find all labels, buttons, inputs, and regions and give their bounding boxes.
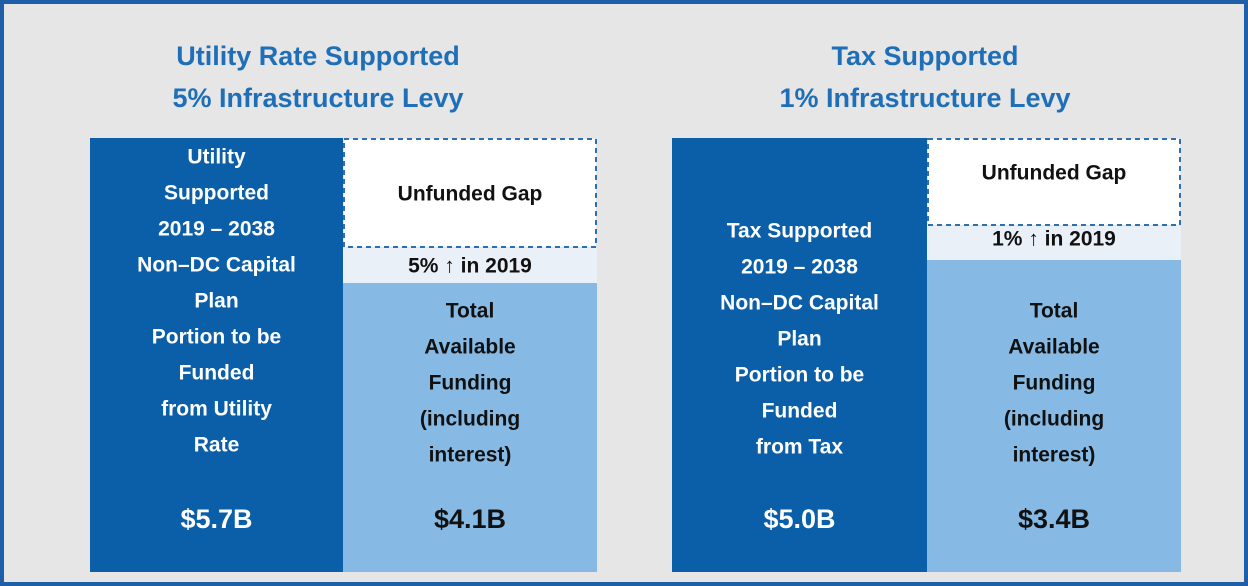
available-label: (including <box>420 408 520 431</box>
plan-label: Tax Supported <box>727 220 872 243</box>
available-block <box>927 260 1181 572</box>
panel-title: Utility Rate Supported <box>176 41 460 71</box>
gap-block <box>927 138 1181 226</box>
available-label: Available <box>424 336 515 359</box>
plan-label: Plan <box>777 328 821 351</box>
available-label: Total <box>1030 300 1079 323</box>
available-label: interest) <box>429 444 512 467</box>
gap-block <box>343 138 597 248</box>
panel-title: Tax Supported <box>831 41 1018 71</box>
available-label: interest) <box>1013 444 1096 467</box>
plan-label: Utility <box>187 146 246 169</box>
plan-label: 2019 – 2038 <box>158 218 275 241</box>
plan-label: Rate <box>194 434 240 457</box>
available-label: Available <box>1008 336 1099 359</box>
panel-title: 1% Infrastructure Levy <box>779 83 1070 113</box>
plan-label: Supported <box>164 182 269 205</box>
plan-label: Non–DC Capital <box>137 254 296 277</box>
plan-label: from Tax <box>756 436 843 459</box>
available-label: Total <box>446 300 495 323</box>
plan-label: from Utility <box>161 398 272 421</box>
increase-label: 1% ↑ in 2019 <box>992 228 1116 251</box>
increase-band <box>343 248 597 283</box>
plan-label: Non–DC Capital <box>720 292 879 315</box>
available-label: Funding <box>1013 372 1096 395</box>
increase-label: 5% ↑ in 2019 <box>408 255 532 278</box>
plan-label: Funded <box>179 362 255 385</box>
plan-label: 2019 – 2038 <box>741 256 858 279</box>
available-amount: $3.4B <box>1018 504 1090 534</box>
plan-label: Portion to be <box>152 326 282 349</box>
available-label: (including <box>1004 408 1104 431</box>
plan-label: Funded <box>762 400 838 423</box>
gap-label: Unfunded Gap <box>982 162 1127 185</box>
plan-label: Portion to be <box>735 364 865 387</box>
gap-label: Unfunded Gap <box>398 183 543 206</box>
plan-label: Plan <box>194 290 238 313</box>
available-amount: $4.1B <box>434 504 506 534</box>
increase-band <box>927 226 1181 260</box>
plan-block <box>672 138 927 572</box>
panel-title: 5% Infrastructure Levy <box>172 83 463 113</box>
plan-amount: $5.0B <box>763 504 835 534</box>
plan-block <box>90 138 343 572</box>
available-block <box>343 283 597 572</box>
available-label: Funding <box>429 372 512 395</box>
plan-amount: $5.7B <box>180 504 252 534</box>
